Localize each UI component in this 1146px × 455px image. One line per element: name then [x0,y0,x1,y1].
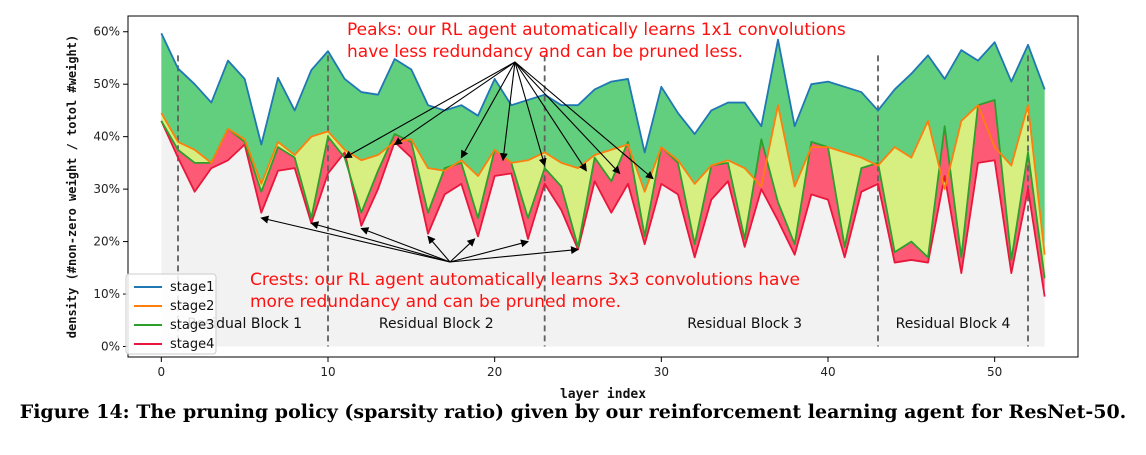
peaks-annotation-line: Peaks: our RL agent automatically learns… [347,20,846,40]
figure-caption: Figure 14: The pruning policy (sparsity … [19,401,1127,423]
y-axis-label: density (#non-zero weight / totol #weigh… [65,35,79,338]
peak-arrow [514,61,621,175]
peak-arrow [460,61,516,159]
y-tick-label: 0% [101,340,120,354]
y-tick-label: 10% [93,287,120,301]
stage2-line [160,104,1046,255]
stage3-stage4-band [161,99,1045,297]
crest-arrow [449,238,476,263]
legend-label-stage2: stage2 [170,299,214,314]
peak-arrow [343,61,516,159]
x-tick-label: 30 [654,365,669,379]
x-tick-label: 20 [487,365,502,379]
crests-annotation-line: more redundancy and can be pruned more. [250,292,621,312]
legend-box [125,273,217,355]
y-tick-label: 30% [93,182,120,196]
stage1-stage2-band [161,33,1045,255]
x-axis-label: layer index [560,387,646,402]
y-tick-label: 20% [93,235,120,249]
y-tick-label: 60% [93,25,120,39]
x-tick-label: 40 [820,365,835,379]
y-tick-label: 40% [93,130,120,144]
legend-label-stage3: stage3 [170,318,214,333]
x-tick-label: 0 [158,365,166,379]
legend-label-stage4: stage4 [170,337,214,352]
crest-arrow [427,235,451,263]
chart-container: 0% 10% 20% 30% 40% 50% 60% 0 10 20 30 40 50 layer ind… [65,15,1079,402]
peak-arrow [514,61,587,172]
stage3-line [160,99,1046,279]
stage1-line [160,32,1046,154]
x-tick-label: 50 [987,365,1002,379]
crest-arrow [260,215,451,263]
peak-arrow [514,61,654,180]
crest-arrow [449,246,579,263]
crests-annotation-line: Crests: our RL agent automatically learn… [250,270,800,290]
block-label: Residual Block 2 [379,316,494,332]
crest-arrow [310,221,451,263]
background-area [161,120,1045,347]
x-tick-label: 10 [320,365,335,379]
pruning-policy-chart: 0% 10% 20% 30% 40% 50% 60% 0 10 20 30 40 50 layer ind… [65,15,1079,402]
peak-arrow [393,61,516,146]
peak-arrow [499,61,516,162]
block-label: Residual Block 4 [896,316,1011,332]
stage4-line [160,120,1046,297]
plot-frame [127,15,1079,358]
y-tick-label: 50% [93,77,120,91]
crest-arrow [449,239,529,263]
peak-arrow [514,61,547,167]
peaks-annotation-line: have less redundancy and can be pruned l… [347,42,743,62]
crest-arrow [360,227,451,263]
block-label: Residual Block 3 [687,316,802,332]
legend-label-stage1: stage1 [170,280,214,295]
